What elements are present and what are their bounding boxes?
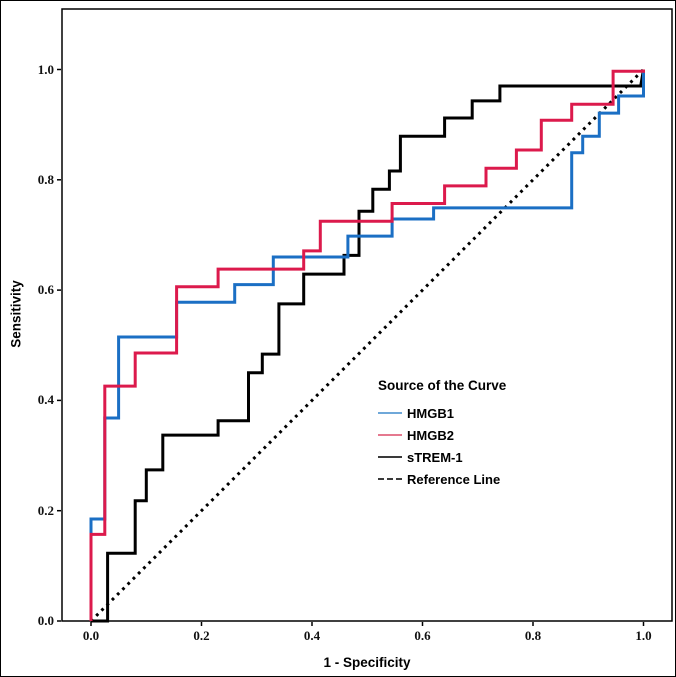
x-tick-label: 0.8 <box>524 628 542 643</box>
x-tick-label: 1.0 <box>635 628 652 643</box>
y-tick-label: 0.4 <box>37 392 54 408</box>
x-tick-label: 0.4 <box>303 628 321 643</box>
legend-label: HMGB1 <box>407 405 454 421</box>
legend-label: sTREM-1 <box>407 449 463 465</box>
x-tick-label: 0.2 <box>193 628 210 643</box>
legend-swatch-hmgb1 <box>378 412 402 414</box>
y-tick-label: 1.0 <box>37 61 54 77</box>
y-tick-label: 0.6 <box>37 282 54 298</box>
legend: Source of the Curve HMGB1 HMGB2 sTREM-1 Ref… <box>378 378 506 490</box>
legend-item-reference-line: Reference Line <box>378 468 506 490</box>
y-tick-label: 0.2 <box>37 502 54 518</box>
x-tick-label: 0.6 <box>414 628 431 643</box>
x-axis-title: 1 - Specificity <box>323 655 411 670</box>
legend-label: HMGB2 <box>407 427 454 443</box>
legend-item-hmgb2: HMGB2 <box>378 424 506 446</box>
x-tick-label: 0.0 <box>82 628 100 643</box>
curve-strem-1 <box>91 69 645 623</box>
y-axis-title: Sensitivity <box>8 280 24 348</box>
curve-hmgb2 <box>89 69 645 621</box>
legend-title: Source of the Curve <box>378 378 507 393</box>
legend-swatch-hmgb2 <box>378 434 402 436</box>
legend-items: HMGB1 HMGB2 sTREM-1 Reference Line <box>378 402 506 490</box>
legend-item-strem-1: sTREM-1 <box>378 446 506 468</box>
plot-frame <box>61 8 673 622</box>
y-tick-label: 0.8 <box>37 171 54 187</box>
legend-swatch-strem-1 <box>378 456 402 458</box>
legend-label: Reference Line <box>407 471 501 487</box>
legend-swatch-reference-line <box>378 478 402 480</box>
curve-reference-line <box>89 68 645 623</box>
y-tick-label: 0.0 <box>37 613 54 628</box>
curve-hmgb1 <box>89 69 645 621</box>
legend-item-hmgb1: HMGB1 <box>378 402 506 424</box>
